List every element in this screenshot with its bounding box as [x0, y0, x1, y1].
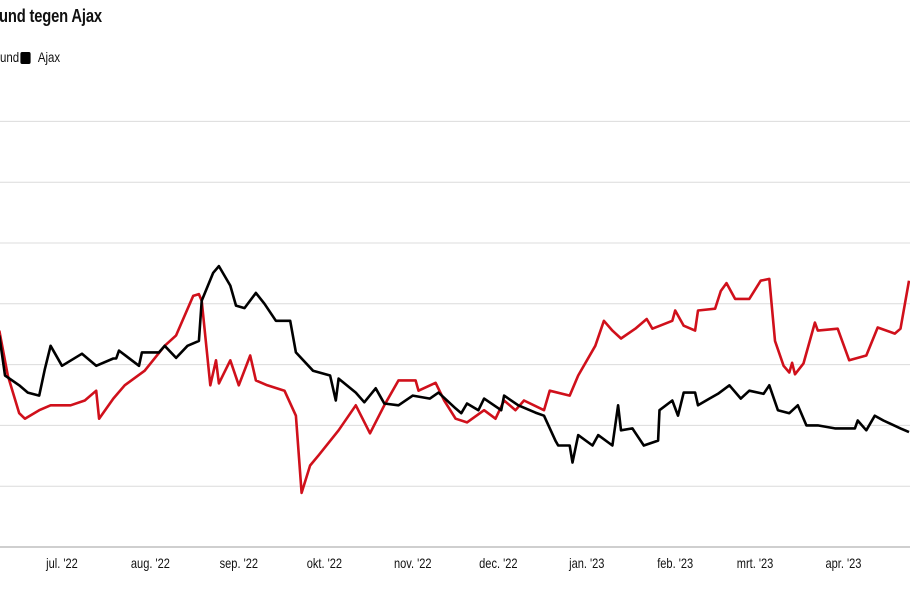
series-line-2 [0, 264, 910, 464]
x-tick-label: sep. '22 [220, 556, 259, 571]
x-tick-label: apr. '23 [825, 556, 861, 571]
x-tick-label: mrt. '23 [737, 556, 774, 571]
series-line-1 [0, 277, 910, 495]
x-tick-label: nov. '22 [394, 556, 432, 571]
x-tick-label: jan. '23 [568, 556, 604, 571]
x-tick-label: dec. '22 [479, 556, 518, 571]
x-axis-ticks: jul. '22 aug. '22 sep. '22 okt. '22 nov. '22… [45, 556, 861, 571]
chart-title: und tegen Ajax [0, 6, 102, 26]
legend-swatch-series-2 [20, 51, 31, 64]
legend-label-series-1: und [0, 50, 20, 65]
legend-label-series-2: Ajax [37, 50, 61, 65]
chart-legend: und Ajax [0, 50, 60, 65]
x-tick-label: aug. '22 [131, 556, 170, 571]
gridlines [0, 120, 910, 548]
x-tick-label: jul. '22 [45, 556, 78, 571]
x-tick-label: okt. '22 [307, 556, 342, 571]
x-tick-label: feb. '23 [657, 556, 693, 571]
series-lines [0, 264, 910, 495]
